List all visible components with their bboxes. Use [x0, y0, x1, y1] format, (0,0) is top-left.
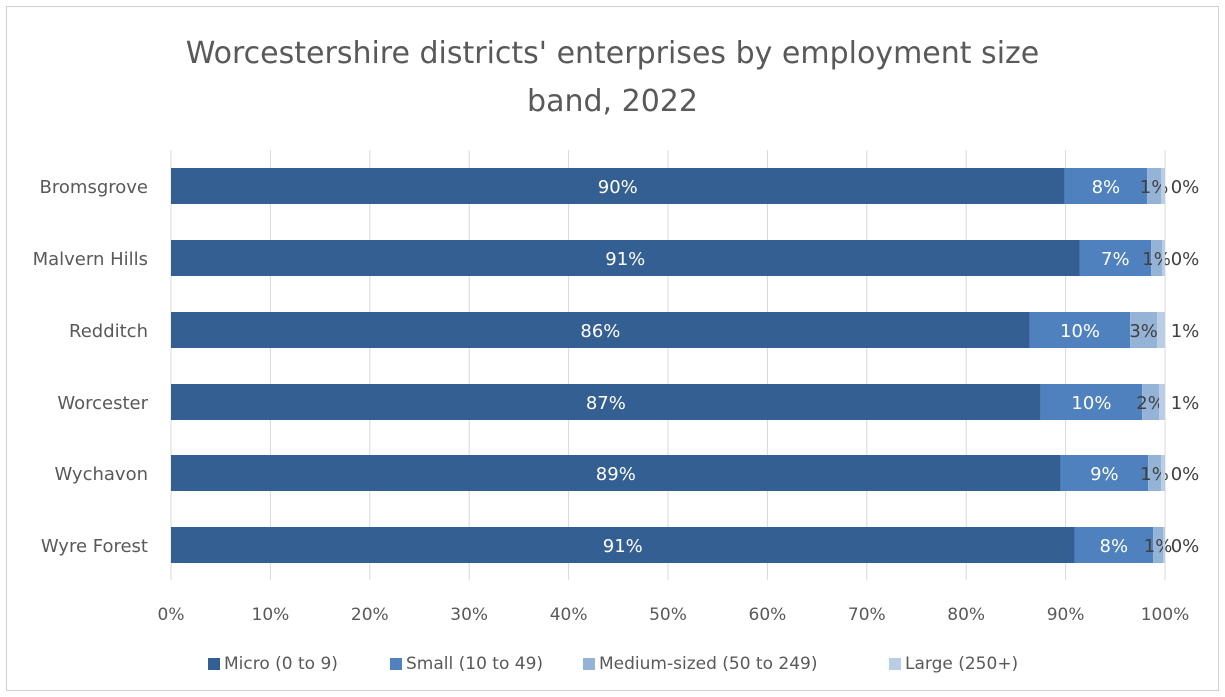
- bar-segment: [1163, 527, 1165, 563]
- bar-segment: [171, 240, 1080, 276]
- bar-segment: [171, 384, 1041, 420]
- legend-label: Large (250+): [905, 654, 1018, 674]
- bar-segment: [1151, 240, 1163, 276]
- data-label: 9%: [1090, 464, 1119, 485]
- bar-segment: [1029, 312, 1131, 348]
- data-label: 8%: [1100, 536, 1129, 557]
- x-tick-label: 50%: [649, 605, 687, 625]
- data-label: 89%: [596, 464, 636, 485]
- legend: Micro (0 to 9) Small (10 to 49) Medium-siz…: [208, 654, 1018, 674]
- legend-label: Medium-sized (50 to 249): [599, 654, 818, 674]
- data-label: 0%: [1171, 464, 1200, 485]
- legend-label: Small (10 to 49): [406, 654, 543, 674]
- data-label: 1%: [1142, 249, 1171, 270]
- category-label: Wychavon: [54, 464, 148, 485]
- x-tick-label: 20%: [351, 605, 389, 625]
- legend-swatch: [390, 658, 402, 670]
- category-label: Malvern Hills: [33, 249, 148, 270]
- data-label: 1%: [1171, 321, 1200, 342]
- category-label: Wyre Forest: [41, 536, 148, 557]
- legend-swatch: [208, 658, 220, 670]
- data-label: 2%: [1136, 393, 1165, 414]
- bar-segment: [1161, 168, 1165, 204]
- x-tick-label: 70%: [848, 605, 886, 625]
- bar-segment: [1148, 455, 1162, 491]
- data-label: 10%: [1071, 393, 1111, 414]
- bar-segment: [171, 455, 1061, 491]
- bar-segment: [1079, 240, 1152, 276]
- category-label: Bromsgrove: [40, 177, 148, 198]
- bar-segment: [1064, 168, 1148, 204]
- data-label: 8%: [1092, 177, 1121, 198]
- data-label: 10%: [1060, 321, 1100, 342]
- bar-segment: [1159, 384, 1165, 420]
- bar-segment: [1130, 312, 1158, 348]
- bar-segment: [171, 312, 1030, 348]
- legend-swatch: [583, 658, 595, 670]
- bar-segment: [1142, 384, 1160, 420]
- x-tick-label: 40%: [550, 605, 588, 625]
- bar-segment: [1060, 455, 1149, 491]
- legend-swatch: [889, 658, 901, 670]
- x-tick-label: 10%: [252, 605, 290, 625]
- data-label: 87%: [586, 393, 626, 414]
- data-label: 1%: [1144, 536, 1173, 557]
- data-label: 0%: [1171, 249, 1200, 270]
- category-label: Worcester: [57, 393, 148, 414]
- category-label: Redditch: [69, 321, 148, 342]
- chart-title-line-1: Worcestershire districts' enterprises by…: [185, 36, 1040, 71]
- data-label: 3%: [1129, 321, 1158, 342]
- x-tick-label: 90%: [1047, 605, 1085, 625]
- bar-segment: [1153, 527, 1164, 563]
- data-label: 90%: [598, 177, 638, 198]
- gridlines: [170, 150, 1166, 580]
- category-axis: Bromsgrove Malvern Hills Redditch Worcester…: [33, 177, 149, 557]
- bar-segment: [1074, 527, 1154, 563]
- bars: 90% 8% 1% 0%91% 7% 1% 0%86% 10% 3% 1%87% 10% 2% 1%89…: [171, 168, 1199, 563]
- bar-segment: [1147, 168, 1162, 204]
- x-tick-label: 100%: [1141, 605, 1190, 625]
- x-tick-label: 0%: [158, 605, 185, 625]
- data-label: 0%: [1171, 536, 1200, 557]
- data-label: 7%: [1101, 249, 1130, 270]
- chart-title-line-2: band, 2022: [527, 84, 698, 119]
- bar-segment: [1161, 455, 1165, 491]
- x-tick-label: 60%: [749, 605, 787, 625]
- x-tick-label: 80%: [947, 605, 985, 625]
- data-label: 1%: [1171, 393, 1200, 414]
- x-tick-label: 30%: [450, 605, 488, 625]
- legend-label: Micro (0 to 9): [224, 654, 338, 674]
- chart-frame: [6, 6, 1219, 691]
- bar-segment: [1157, 312, 1165, 348]
- bar-segment: [171, 527, 1075, 563]
- value-axis: 0% 10% 20% 30% 40% 50% 60% 70% 80% 90% 100%: [158, 605, 1190, 625]
- bar-segment: [1040, 384, 1143, 420]
- data-label: 91%: [603, 536, 643, 557]
- bar-segment: [171, 168, 1065, 204]
- data-label: 91%: [605, 249, 645, 270]
- data-label: 0%: [1171, 177, 1200, 198]
- data-label: 86%: [580, 321, 620, 342]
- bar-segment: [1162, 240, 1165, 276]
